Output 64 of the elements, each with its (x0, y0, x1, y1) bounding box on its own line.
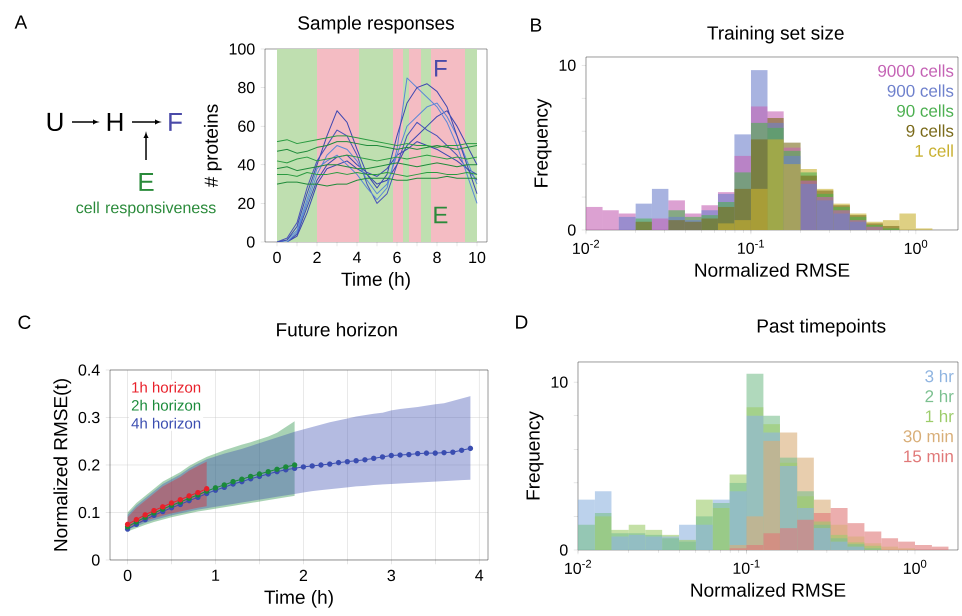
y-tick-label: 100 (230, 43, 255, 55)
x-tick-label: 2 (300, 570, 308, 581)
y-tick-label: 60 (238, 120, 255, 132)
chart-title: Past timepoints (758, 318, 886, 336)
annotation: F (435, 60, 447, 77)
text: U (48, 112, 62, 132)
y-tick-label: 0.1 (78, 506, 100, 518)
text: H (108, 113, 122, 131)
annotation: E (434, 206, 448, 224)
y-axis-title: Normalized RMSE(t) (53, 379, 72, 551)
y-axis-title: Frequency (534, 98, 552, 187)
text: cell responsiveness (76, 202, 216, 216)
text: 2 hr (925, 390, 954, 402)
y-tick-label: 0.4 (78, 364, 100, 376)
text: 9 cells (906, 124, 954, 137)
chart-title: Sample responses (298, 16, 454, 34)
y-tick-label: 0 (560, 544, 568, 556)
text: 15 min (904, 450, 953, 462)
text: 3 hr (925, 370, 954, 382)
text: D (516, 316, 528, 329)
text: 900 cells (888, 84, 954, 97)
y-axis-title: Frequency (526, 411, 544, 500)
x-tick-label: 2 (313, 252, 321, 263)
chart-title: Future horizon (277, 322, 397, 336)
text: 1h horizon (132, 382, 200, 393)
x-tick-label: 0 (273, 252, 281, 264)
x-axis-title: Normalized RMSE (695, 262, 850, 277)
x-axis-title: Time (h) (264, 590, 333, 608)
x-tick-label: 10$^{0}$ (904, 240, 928, 254)
text: A (14, 16, 28, 29)
text: 2h horizon (132, 400, 200, 411)
x-tick-label: 10$^{-2}$ (573, 240, 600, 254)
chart-title: Training set size (707, 26, 844, 44)
text: B (531, 18, 542, 32)
text: 1 cell (916, 144, 953, 157)
y-tick-label: 0.3 (78, 412, 100, 424)
x-tick-label: 10$^{-1}$ (738, 240, 764, 254)
x-axis-title: Normalized RMSE (691, 582, 846, 597)
x-tick-label: 6 (393, 252, 401, 264)
text: 1 hr (926, 410, 954, 422)
x-tick-label: 10$^{0}$ (904, 560, 926, 574)
y-tick-label: 20 (238, 198, 255, 210)
text: 9000 cells (878, 64, 954, 77)
y-tick-label: 80 (238, 82, 255, 94)
x-tick-label: 4 (475, 570, 484, 581)
text: 30 min (904, 430, 953, 442)
x-axis-title: Time (h) (341, 272, 410, 290)
y-axis-title: # proteins (204, 104, 222, 188)
x-tick-label: 4 (352, 252, 361, 263)
y-tick-label: 0.2 (78, 459, 100, 471)
y-tick-label: 10 (560, 60, 576, 71)
y-tick-label: 40 (238, 159, 255, 170)
text: F (169, 113, 182, 131)
x-tick-label: 1 (212, 570, 220, 581)
text: 4h horizon (131, 418, 200, 429)
text: E (139, 173, 154, 191)
x-tick-label: 8 (433, 252, 441, 264)
x-tick-label: 3 (387, 570, 396, 582)
x-tick-label: 10 (469, 252, 486, 264)
x-tick-label: 10$^{-1}$ (734, 560, 760, 574)
text: C (18, 316, 31, 329)
text: 90 cells (897, 104, 954, 117)
x-tick-label: 0 (124, 570, 132, 582)
x-tick-label: 10$^{-2}$ (565, 560, 592, 574)
